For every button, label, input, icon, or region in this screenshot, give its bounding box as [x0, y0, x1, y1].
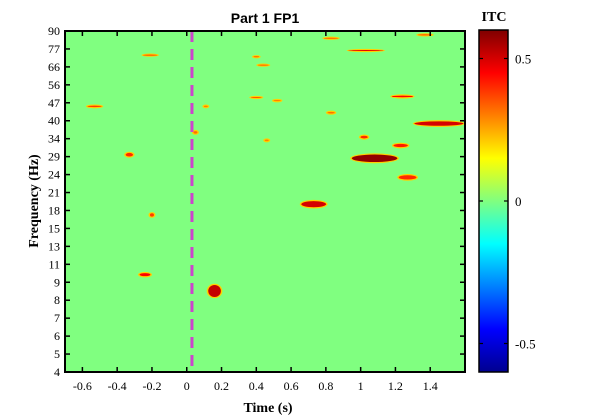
cluster-core: [360, 135, 368, 139]
y-tick-label: 77: [48, 42, 60, 56]
x-tick-label: 0.4: [249, 379, 264, 393]
cluster-core: [87, 105, 102, 108]
colorbar-tick-label: 0: [515, 194, 522, 209]
colorbar-tick-label: 0.5: [515, 52, 531, 67]
y-tick-label: 18: [48, 203, 60, 217]
y-tick-label: 66: [48, 60, 60, 74]
colorbar-ticks: 0.5 0 -0.5: [479, 52, 536, 352]
chart-title: Part 1 FP1: [231, 10, 300, 26]
itc-cluster-5: [346, 48, 385, 53]
cluster-core: [257, 64, 269, 66]
itc-cluster-20: [124, 151, 135, 158]
x-tick-label: 1.4: [423, 379, 438, 393]
itc-cluster-8: [249, 95, 264, 100]
cluster-core: [125, 152, 134, 157]
plot-frame: [64, 30, 466, 373]
y-tick-label: 4: [54, 365, 60, 379]
cluster-core: [301, 201, 327, 208]
cluster-core: [250, 96, 262, 98]
y-tick-label: 13: [48, 239, 60, 253]
cluster-core: [323, 37, 339, 39]
x-tick-label: 1: [358, 379, 364, 393]
y-tick-label: 24: [48, 168, 60, 182]
y-tick-label: 8: [54, 293, 60, 307]
x-tick-label: 0.8: [318, 379, 333, 393]
y-tick-label: 5: [54, 347, 60, 361]
itc-cluster-10: [202, 104, 210, 109]
plot-area: [65, 31, 465, 372]
x-tick-label: 1.2: [388, 379, 403, 393]
y-tick-label: 9: [54, 275, 60, 289]
y-tick-label: 47: [48, 96, 60, 110]
y-tick-label: 34: [48, 132, 60, 146]
x-tick-label: -0.6: [73, 379, 92, 393]
cluster-core: [398, 175, 417, 180]
itc-cluster-4: [322, 36, 340, 40]
cluster-core: [208, 284, 221, 297]
itc-cluster-21: [299, 199, 328, 209]
x-tick-label: -0.4: [108, 379, 127, 393]
itc-cluster-2: [251, 55, 261, 59]
itc-cluster-1: [141, 53, 159, 57]
y-tick-label: 29: [48, 150, 60, 164]
cluster-core: [149, 213, 154, 217]
y-tick-label: 6: [54, 329, 60, 343]
cluster-core: [139, 273, 151, 277]
cluster-core: [273, 100, 281, 102]
cluster-core: [393, 143, 408, 148]
cluster-core: [143, 54, 158, 56]
colorbar-title: ITC: [482, 10, 507, 25]
cluster-core: [193, 131, 198, 134]
cluster-core: [203, 105, 208, 108]
y-tick-label: 40: [48, 114, 60, 128]
cluster-core: [351, 154, 398, 163]
y-tick-label: 7: [54, 311, 60, 325]
itc-cluster-16: [358, 134, 370, 140]
y-tick-label: 21: [48, 186, 60, 200]
y-tick-label: 11: [48, 257, 60, 271]
y-tick-label: 15: [48, 221, 60, 235]
x-tick-label: 0: [184, 379, 190, 393]
cluster-core: [348, 49, 384, 51]
itc-cluster-3: [256, 63, 271, 67]
cluster-core: [417, 34, 433, 36]
cluster-core: [264, 139, 269, 142]
y-axis-ticks: 90 77 66 56 47 40 34 29 24 21 18 15 13 11 9 8 7 6 5 4: [48, 24, 465, 379]
itc-cluster-19: [397, 174, 419, 181]
cluster-core: [327, 111, 335, 114]
itc-cluster-12: [325, 110, 337, 115]
itc-cluster-9: [271, 98, 283, 103]
itc-cluster-22: [148, 212, 156, 218]
itc-cluster-24: [206, 283, 223, 299]
itc-cluster-7: [85, 104, 104, 109]
cluster-core: [253, 56, 260, 58]
x-axis-label: Time (s): [243, 401, 292, 416]
x-tick-label: -0.2: [142, 379, 161, 393]
itc-cluster-17: [391, 142, 410, 149]
itc-cluster-18: [350, 153, 399, 164]
itc-clusters: [85, 33, 465, 299]
colorbar-tick-label: -0.5: [515, 337, 536, 352]
itc-cluster-15: [263, 138, 271, 143]
x-axis-ticks: -0.6 -0.4 -0.2 0 0.2 0.4 0.6 0.8 1 1.2 1.4: [73, 31, 438, 393]
y-axis-label: Frequency (Hz): [27, 154, 42, 248]
itc-cluster-23: [138, 271, 152, 278]
itc-cluster-11: [390, 94, 415, 99]
cluster-core: [414, 121, 464, 126]
itc-cluster-13: [412, 120, 465, 127]
y-tick-label: 90: [48, 24, 60, 38]
x-tick-label: 0.6: [284, 379, 299, 393]
y-tick-label: 56: [48, 78, 60, 92]
itc-cluster-14: [191, 129, 199, 135]
cluster-core: [391, 95, 414, 98]
x-tick-label: 0.2: [214, 379, 229, 393]
itc-cluster-6: [416, 33, 434, 37]
colorbar: [478, 29, 509, 373]
